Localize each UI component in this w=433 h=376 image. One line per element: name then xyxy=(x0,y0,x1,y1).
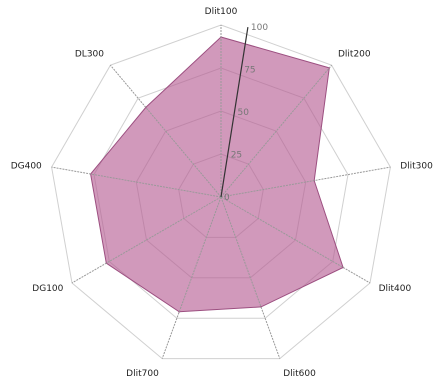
radial-tick-label: 50 xyxy=(238,108,250,118)
spoke-dg400 xyxy=(51,166,222,198)
spoke-dl300 xyxy=(110,64,222,198)
axis-label-dlit300: Dlit300 xyxy=(400,161,433,171)
radial-tick-label: 100 xyxy=(251,23,268,33)
radial-tick-label: 75 xyxy=(244,66,255,76)
axis-label-dlit200: Dlit200 xyxy=(338,50,371,60)
series-area-layer xyxy=(89,36,344,313)
spoke-dlit300 xyxy=(220,166,391,198)
axis-label-layer: Dlit100 Dlit200 Dlit300 Dlit400 Dlit600 Dlit7… xyxy=(11,7,433,376)
spoke-dlit200 xyxy=(220,64,332,198)
axis-label-dlit400: Dlit400 xyxy=(379,284,412,294)
axis-label-dg100: DG100 xyxy=(32,284,63,294)
radial-axis-line xyxy=(220,27,249,198)
spoke-dlit400 xyxy=(220,196,371,284)
radial-tick-layer: 0 25 50 75 100 xyxy=(220,23,268,203)
spoke-layer xyxy=(51,25,391,359)
grid-ring xyxy=(93,67,349,319)
grid-ring xyxy=(51,24,391,360)
axis-label-dlit600: Dlit600 xyxy=(283,369,316,376)
series-area xyxy=(90,36,344,313)
axis-label-dlit100: Dlit100 xyxy=(205,7,238,17)
spoke-dg100 xyxy=(71,196,222,284)
axis-label-dg400: DG400 xyxy=(11,161,42,171)
spoke-dlit600 xyxy=(220,196,281,359)
radial-tick-label: 0 xyxy=(224,193,230,203)
spoke-dlit700 xyxy=(161,196,222,359)
axis-label-dl300: DL300 xyxy=(75,50,104,60)
radial-tick-label: 25 xyxy=(231,151,242,161)
axis-label-dlit700: Dlit700 xyxy=(126,369,159,376)
